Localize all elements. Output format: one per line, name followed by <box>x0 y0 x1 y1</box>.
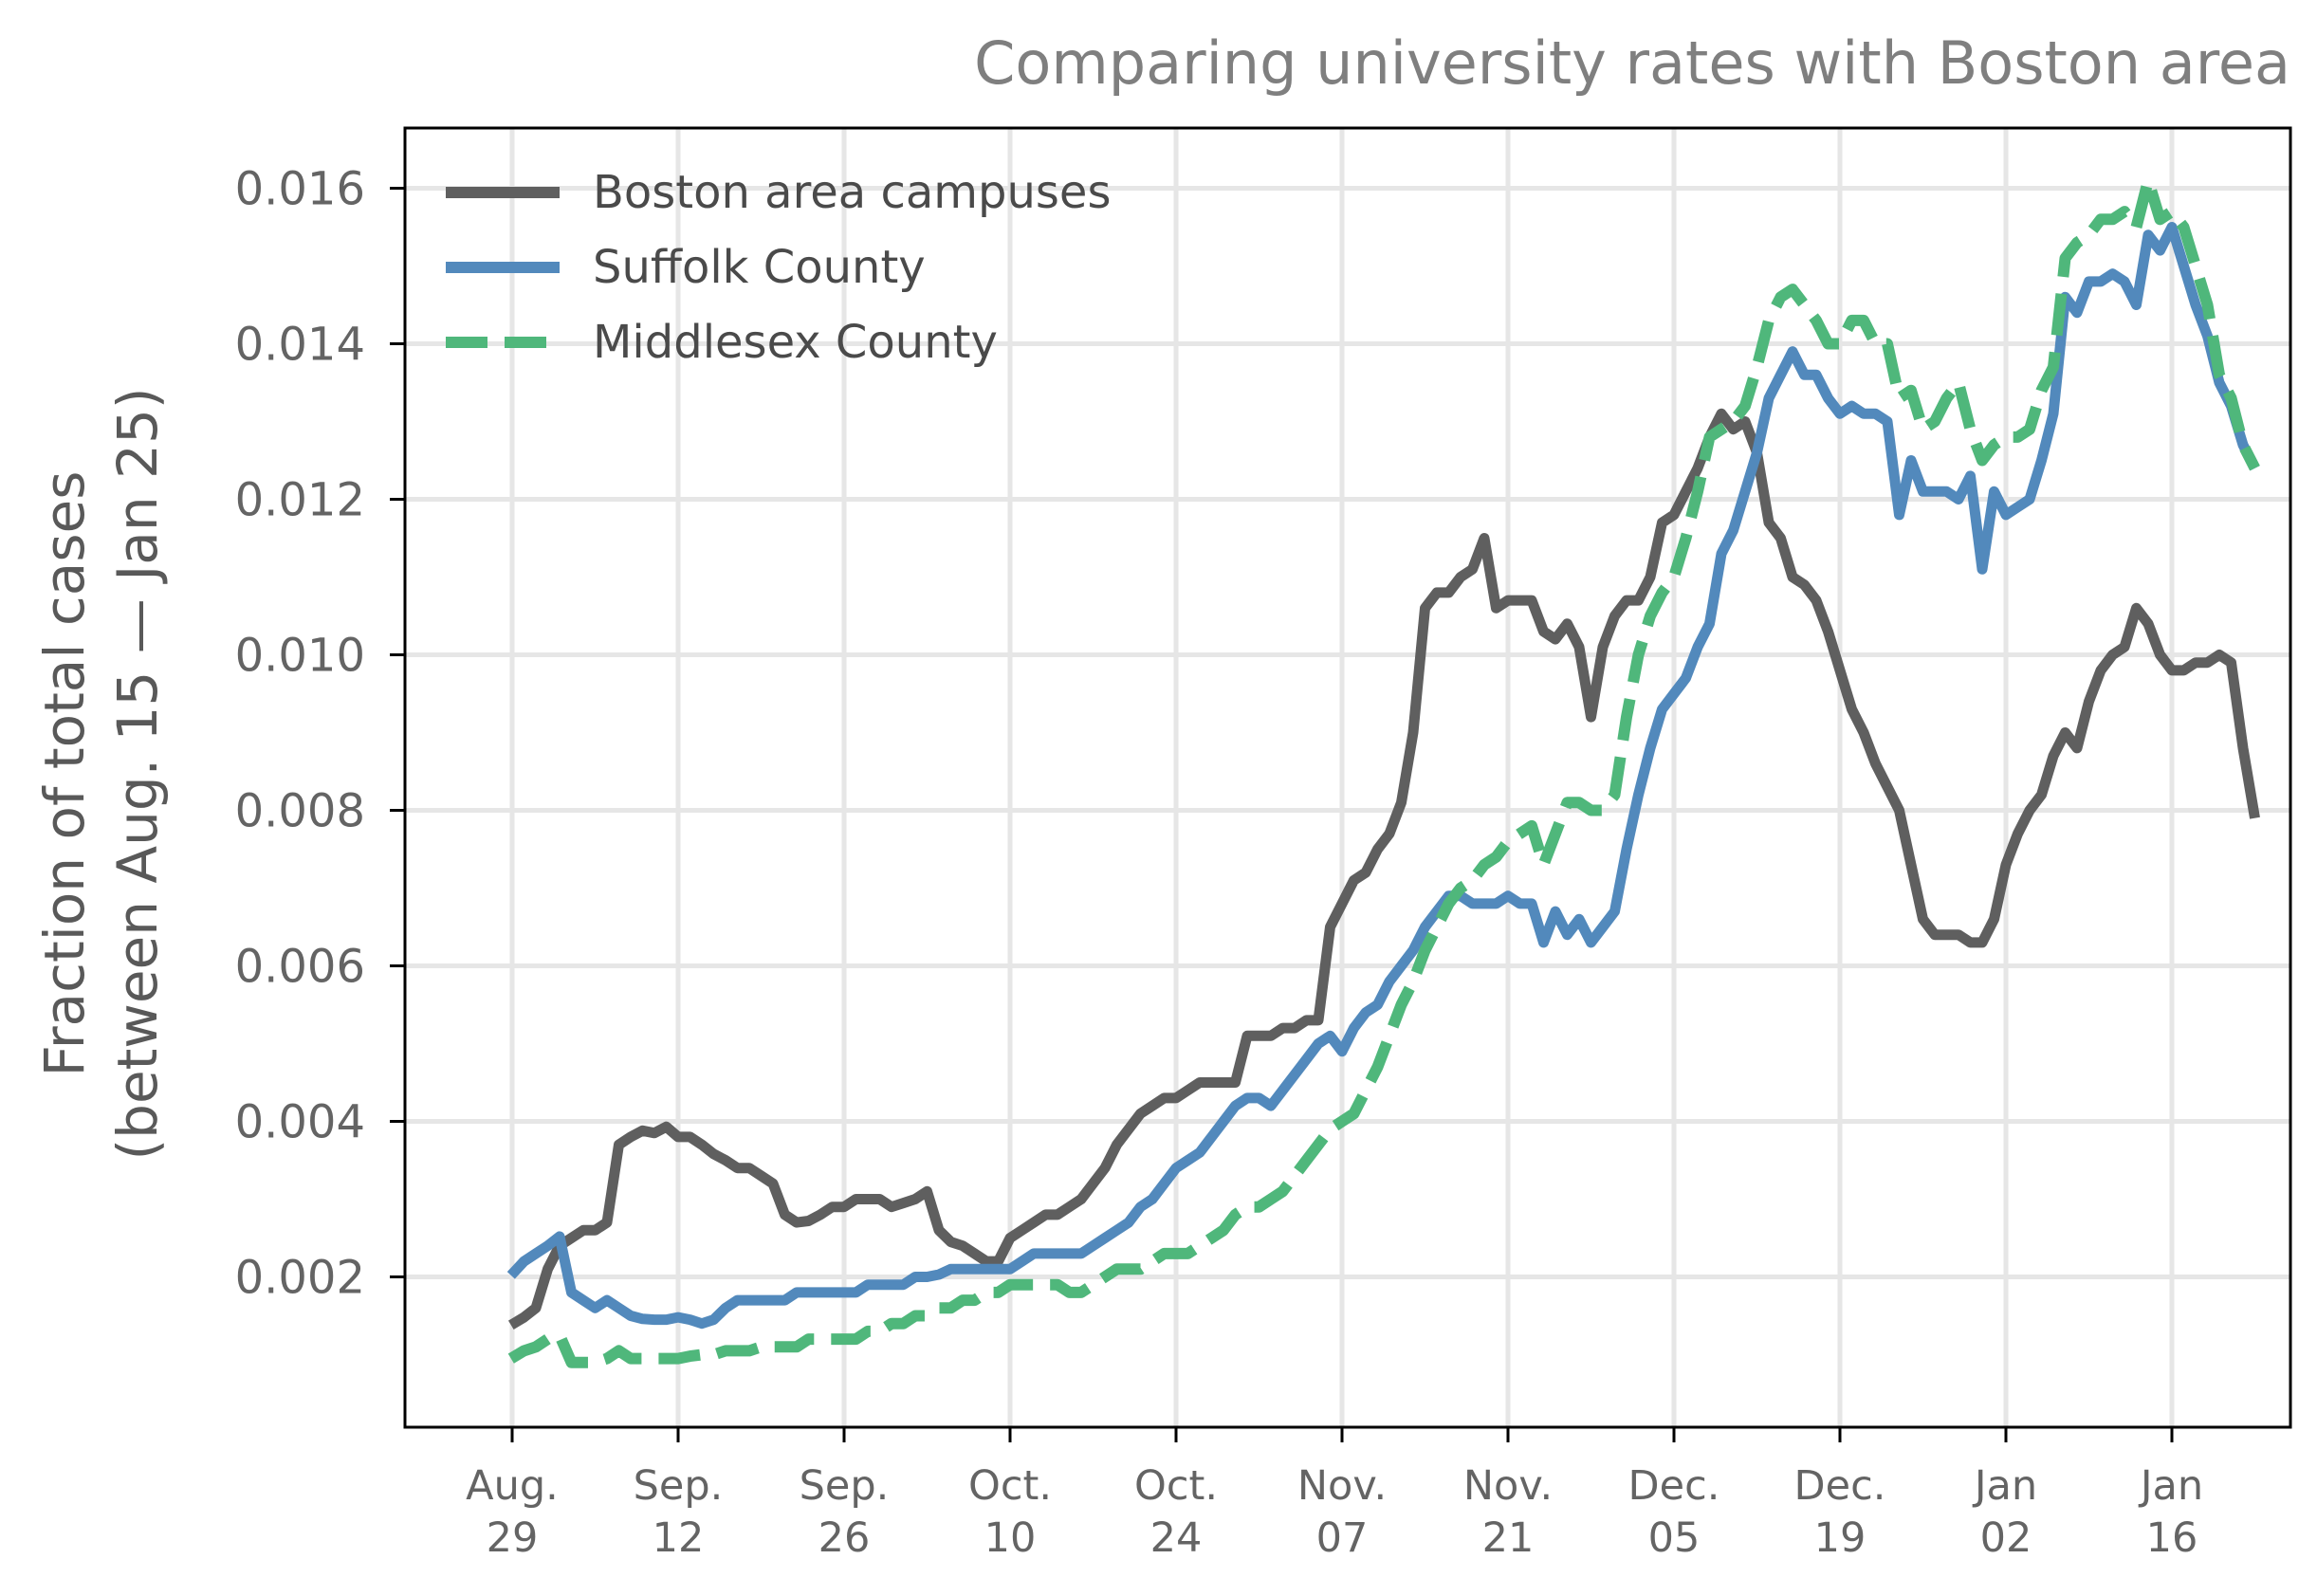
x-tick-label-month: Dec. <box>1628 1462 1720 1510</box>
x-tick-label-day: 16 <box>2146 1514 2198 1562</box>
y-tick-label: 0.012 <box>235 474 365 527</box>
x-tick-label-month: Sep. <box>634 1462 724 1510</box>
y-tick-label: 0.008 <box>235 785 365 838</box>
x-tick-label-day: 10 <box>984 1514 1037 1562</box>
x-tick-label-month: Jan <box>1972 1462 2037 1510</box>
x-tick-label-month: Oct. <box>1134 1462 1218 1510</box>
series-boston-area-campuses <box>507 408 2260 1330</box>
y-axis-ticks: 0.002 0.004 0.006 0.008 0.010 0.012 0.014 0.016 <box>235 163 405 1305</box>
y-tick-label: 0.014 <box>235 319 365 372</box>
y-tick-label: 0.016 <box>235 163 365 216</box>
x-tick-label-month: Sep. <box>800 1462 890 1510</box>
x-tick-label-day: 21 <box>1482 1514 1535 1562</box>
x-axis-ticks: Aug.29Sep.12Sep.26Oct.10Oct.24Nov.07Nov.… <box>466 1427 2203 1562</box>
y-tick-label: 0.010 <box>235 630 365 683</box>
y-axis-label: Fraction of total cases (between Aug. 15… <box>32 388 170 1161</box>
legend-label-middlesex: Middlesex County <box>593 316 998 369</box>
plot-frame <box>403 126 2292 1429</box>
x-tick-label-day: 29 <box>487 1514 539 1562</box>
x-tick-label-month: Jan <box>2138 1462 2203 1510</box>
x-tick-label-day: 02 <box>1980 1514 2032 1562</box>
y-axis-label-line1: Fraction of total cases <box>32 471 97 1077</box>
series-lines <box>506 174 2260 1368</box>
y-axis-label-line2: (between Aug. 15 — Jan 25) <box>105 388 170 1161</box>
x-tick-label-day: 07 <box>1316 1514 1369 1562</box>
y-tick-label: 0.004 <box>235 1096 365 1149</box>
series-middlesex-county <box>507 174 2260 1368</box>
x-tick-label-month: Dec. <box>1794 1462 1886 1510</box>
y-tick-label: 0.002 <box>235 1252 365 1305</box>
x-tick-label-month: Aug. <box>466 1462 559 1510</box>
x-tick-label-month: Nov. <box>1297 1462 1387 1510</box>
legend-label-boston: Boston area campuses <box>593 166 1111 219</box>
y-tick-label: 0.006 <box>235 941 365 994</box>
x-tick-label-day: 05 <box>1648 1514 1701 1562</box>
legend-label-suffolk: Suffolk County <box>593 241 926 294</box>
chart-title: Comparing university rates with Boston a… <box>974 28 2290 98</box>
grid-lines <box>405 128 2290 1427</box>
x-tick-label-day: 19 <box>1814 1514 1866 1562</box>
series-suffolk-county <box>506 222 2260 1330</box>
x-tick-label-day: 26 <box>818 1514 871 1562</box>
x-tick-label-day: 12 <box>653 1514 705 1562</box>
x-tick-label-month: Oct. <box>968 1462 1052 1510</box>
legend: Boston area campuses Suffolk County Midd… <box>446 166 1111 369</box>
x-tick-label-day: 24 <box>1150 1514 1203 1562</box>
x-tick-label-month: Nov. <box>1463 1462 1553 1510</box>
